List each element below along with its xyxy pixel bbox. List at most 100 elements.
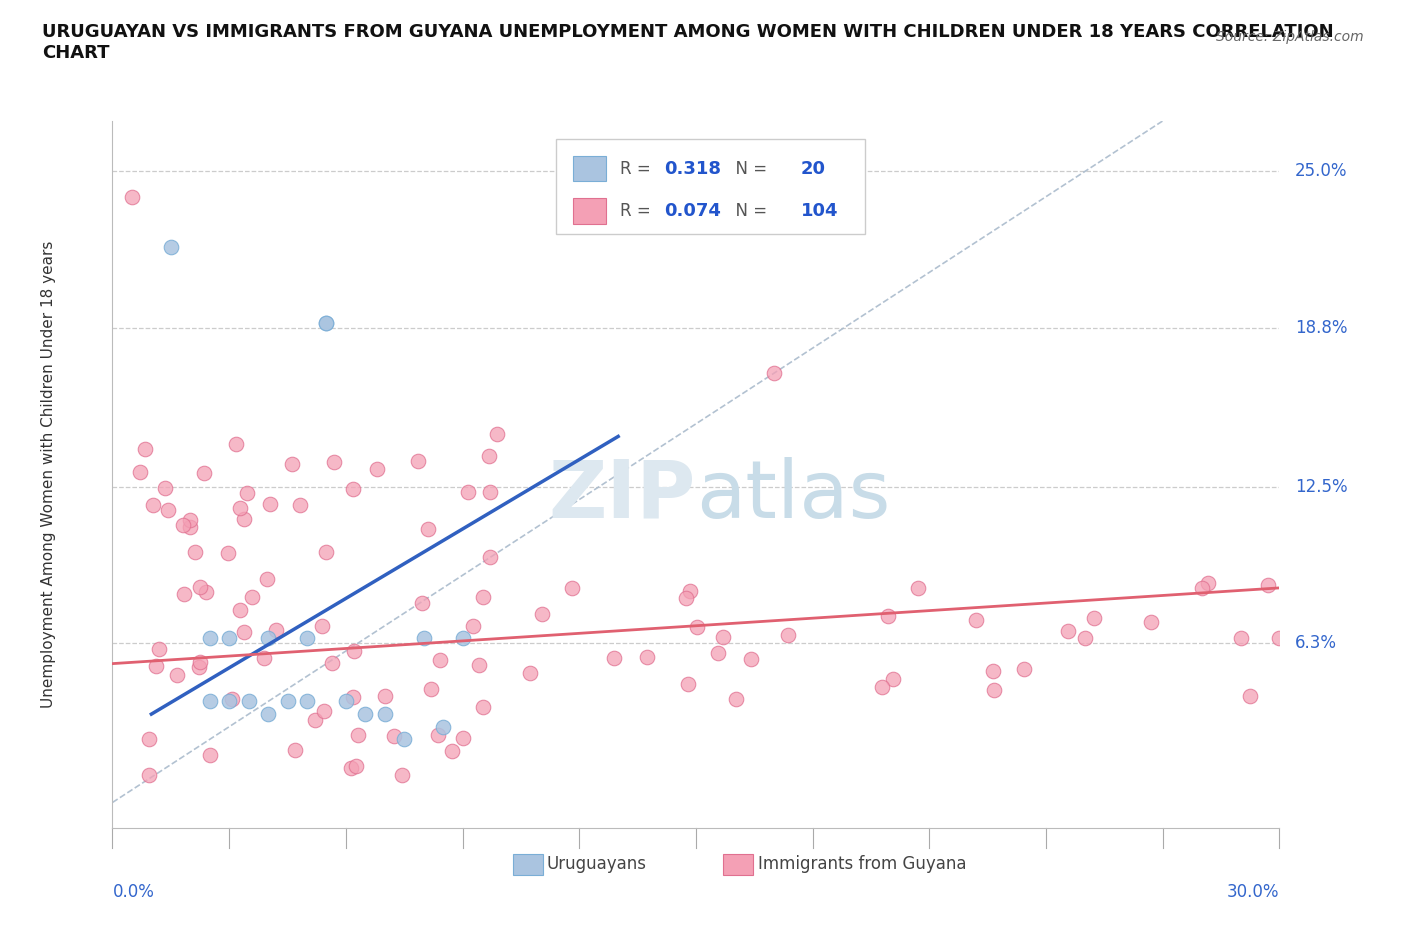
Point bbox=[907, 581, 929, 596]
Point bbox=[346, 759, 368, 774]
Point bbox=[479, 485, 502, 499]
Point bbox=[1140, 614, 1163, 629]
FancyBboxPatch shape bbox=[555, 139, 865, 234]
Text: 18.8%: 18.8% bbox=[1295, 319, 1347, 337]
Point bbox=[440, 744, 463, 759]
Point bbox=[412, 631, 434, 645]
Text: ZIP: ZIP bbox=[548, 457, 696, 535]
Point bbox=[148, 642, 170, 657]
Point bbox=[314, 704, 336, 719]
Point bbox=[1229, 631, 1251, 645]
Point bbox=[374, 707, 396, 722]
Point bbox=[153, 481, 176, 496]
Point bbox=[315, 315, 337, 330]
Point bbox=[238, 694, 260, 709]
Text: 25.0%: 25.0% bbox=[1295, 163, 1347, 180]
Point bbox=[128, 465, 150, 480]
Point bbox=[983, 663, 1005, 678]
Point bbox=[188, 579, 211, 594]
Point bbox=[740, 651, 762, 666]
Point bbox=[1268, 631, 1291, 645]
Point bbox=[280, 457, 302, 472]
FancyBboxPatch shape bbox=[574, 156, 606, 181]
Point bbox=[342, 689, 364, 704]
Point bbox=[218, 631, 240, 645]
Point bbox=[429, 653, 451, 668]
Point bbox=[1257, 578, 1279, 592]
Point bbox=[354, 707, 377, 722]
Text: 30.0%: 30.0% bbox=[1227, 884, 1279, 901]
Point bbox=[138, 732, 160, 747]
Text: atlas: atlas bbox=[696, 457, 890, 535]
Point bbox=[485, 426, 508, 441]
Point bbox=[200, 748, 222, 763]
Point bbox=[172, 518, 194, 533]
Point bbox=[461, 618, 484, 633]
Point bbox=[1057, 624, 1080, 639]
Point bbox=[724, 692, 747, 707]
Text: N =: N = bbox=[725, 202, 772, 220]
Point bbox=[983, 683, 1005, 698]
Point bbox=[479, 550, 502, 565]
Point bbox=[1074, 631, 1097, 645]
Point bbox=[240, 590, 263, 604]
FancyBboxPatch shape bbox=[723, 854, 754, 875]
Point bbox=[233, 625, 256, 640]
Point bbox=[468, 658, 491, 672]
Point bbox=[1197, 576, 1219, 591]
Point bbox=[218, 694, 240, 709]
Point bbox=[711, 630, 734, 644]
Point bbox=[675, 591, 697, 605]
Point bbox=[427, 727, 450, 742]
Text: N =: N = bbox=[725, 160, 772, 178]
Point bbox=[419, 682, 441, 697]
Point bbox=[603, 651, 626, 666]
Text: Uruguayans: Uruguayans bbox=[547, 856, 647, 873]
Point bbox=[184, 545, 207, 560]
Point bbox=[321, 656, 343, 671]
Point bbox=[707, 645, 730, 660]
Point bbox=[471, 590, 494, 604]
Text: R =: R = bbox=[620, 160, 657, 178]
Point bbox=[229, 501, 252, 516]
Text: URUGUAYAN VS IMMIGRANTS FROM GUYANA UNEMPLOYMENT AMONG WOMEN WITH CHILDREN UNDER: URUGUAYAN VS IMMIGRANTS FROM GUYANA UNEM… bbox=[42, 23, 1334, 62]
Point bbox=[323, 455, 346, 470]
Point bbox=[315, 315, 337, 330]
Point bbox=[676, 677, 699, 692]
Point bbox=[173, 587, 195, 602]
Point bbox=[335, 694, 357, 709]
Point bbox=[160, 240, 183, 255]
Text: 0.318: 0.318 bbox=[665, 160, 721, 178]
Point bbox=[157, 503, 180, 518]
Point bbox=[257, 707, 280, 722]
Text: 12.5%: 12.5% bbox=[1295, 478, 1347, 496]
Point bbox=[295, 631, 318, 645]
Point bbox=[295, 694, 318, 709]
Point bbox=[145, 658, 167, 673]
Point bbox=[166, 668, 188, 683]
Point bbox=[134, 441, 156, 456]
Point bbox=[965, 613, 987, 628]
Point bbox=[408, 453, 430, 468]
Point bbox=[290, 498, 312, 512]
Point bbox=[366, 462, 388, 477]
Point bbox=[259, 497, 281, 512]
FancyBboxPatch shape bbox=[574, 198, 606, 224]
Point bbox=[1239, 689, 1261, 704]
Point bbox=[264, 622, 287, 637]
Point bbox=[188, 660, 211, 675]
Point bbox=[233, 512, 256, 526]
Point bbox=[276, 694, 298, 709]
Point bbox=[776, 627, 799, 642]
Point bbox=[870, 680, 893, 695]
Point bbox=[225, 436, 247, 451]
Point bbox=[762, 365, 785, 380]
Point bbox=[561, 580, 583, 595]
Point bbox=[142, 498, 165, 512]
Point bbox=[679, 583, 702, 598]
Point bbox=[343, 643, 366, 658]
Point bbox=[194, 585, 217, 600]
Point bbox=[179, 520, 201, 535]
Point bbox=[340, 761, 363, 776]
Point bbox=[877, 608, 900, 623]
